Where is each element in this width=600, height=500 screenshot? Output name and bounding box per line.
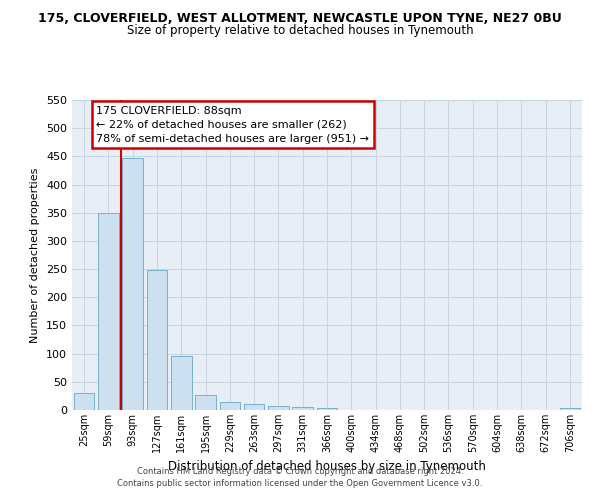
- Y-axis label: Number of detached properties: Number of detached properties: [31, 168, 40, 342]
- Bar: [195, 396, 216, 410]
- Bar: [171, 356, 191, 410]
- X-axis label: Distribution of detached houses by size in Tynemouth: Distribution of detached houses by size …: [168, 460, 486, 473]
- Text: 175, CLOVERFIELD, WEST ALLOTMENT, NEWCASTLE UPON TYNE, NE27 0BU: 175, CLOVERFIELD, WEST ALLOTMENT, NEWCAS…: [38, 12, 562, 26]
- Bar: [220, 402, 240, 410]
- Bar: [317, 408, 337, 410]
- Bar: [74, 393, 94, 410]
- Bar: [560, 408, 580, 410]
- Text: Size of property relative to detached houses in Tynemouth: Size of property relative to detached ho…: [127, 24, 473, 37]
- Bar: [146, 270, 167, 410]
- Bar: [122, 158, 143, 410]
- Bar: [98, 212, 119, 410]
- Bar: [292, 407, 313, 410]
- Text: Contains HM Land Registry data © Crown copyright and database right 2024.
Contai: Contains HM Land Registry data © Crown c…: [118, 466, 482, 487]
- Text: 175 CLOVERFIELD: 88sqm
← 22% of detached houses are smaller (262)
78% of semi-de: 175 CLOVERFIELD: 88sqm ← 22% of detached…: [96, 106, 369, 144]
- Bar: [244, 404, 265, 410]
- Bar: [268, 406, 289, 410]
